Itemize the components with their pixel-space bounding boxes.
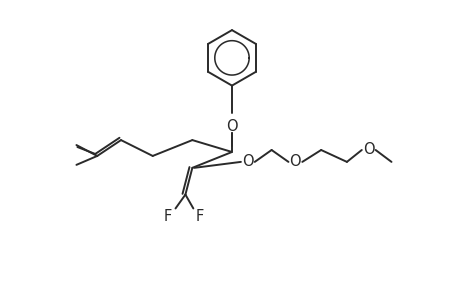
Text: O: O	[289, 154, 301, 169]
Text: O: O	[241, 154, 253, 169]
Text: F: F	[163, 209, 171, 224]
Text: O: O	[226, 119, 237, 134]
Text: O: O	[362, 142, 374, 158]
Text: F: F	[195, 209, 203, 224]
